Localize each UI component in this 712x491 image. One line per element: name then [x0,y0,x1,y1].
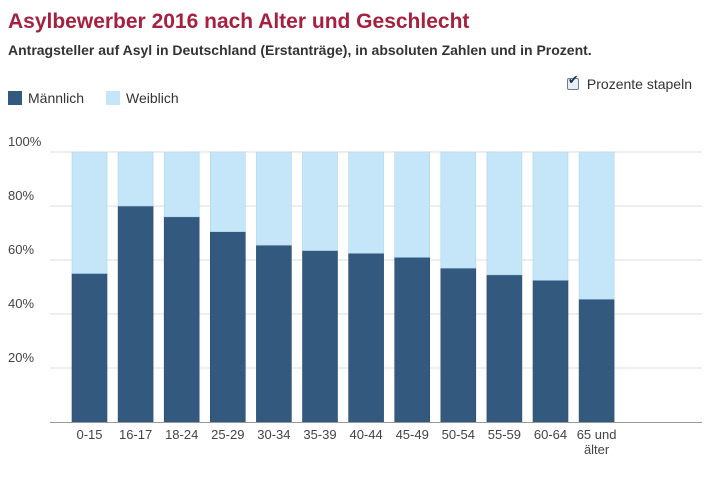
bar-weiblich [163,151,200,218]
bar-maennlich [440,267,477,423]
x-tick-label: 18-24 [165,427,198,442]
bar-weiblich [394,151,431,258]
bar-weiblich [532,151,569,281]
x-tick-label: 45-49 [396,427,429,442]
legend-label-maennlich: Männlich [28,90,85,106]
legend-label-weiblich: Weiblich [126,90,179,106]
x-tick-label: 40-44 [349,427,382,442]
bar-maennlich [486,274,523,423]
legend-swatch-maennlich [8,91,22,105]
legend-swatch-weiblich [106,91,121,105]
bar-maennlich [71,273,108,423]
bar-weiblich [256,151,292,246]
x-tick-label: 50-54 [442,427,475,442]
bar-maennlich [394,256,431,423]
bar-maennlich [302,250,338,423]
legend: Männlich Weiblich [8,90,179,106]
bar-maennlich [163,216,200,423]
stack-percent-toggle[interactable]: ✔ Prozente stapeln [566,74,692,92]
x-tick-label: 65 und älter [577,427,617,457]
legend-item-maennlich[interactable]: Männlich [8,90,84,106]
bar-maennlich [117,205,154,423]
bar-weiblich [440,151,477,269]
bar-weiblich [348,151,384,254]
bar-maennlich [210,231,246,423]
legend-item-weiblich[interactable]: Weiblich [106,90,179,106]
stack-percent-label: Prozente stapeln [586,76,692,92]
x-tick-label: 35-39 [303,427,336,442]
y-tick-label: 100% [8,134,42,149]
x-tick-label: 0-15 [76,427,102,442]
chart-subtitle: Antragsteller auf Asyl in Deutschland (E… [8,42,592,58]
y-tick-label: 40% [8,296,34,311]
y-tick-label: 80% [8,188,34,203]
y-tick-label: 20% [8,350,34,365]
bar-weiblich [117,151,154,207]
x-tick-label: 60-64 [534,427,567,442]
x-tick-label: 25-29 [211,427,244,442]
check-icon: ✔ [567,73,579,88]
x-tick-label: 55-59 [488,427,521,442]
y-tick-label: 60% [8,242,34,257]
bar-maennlich [532,279,569,423]
x-tick-label: 16-17 [119,427,152,442]
bar-weiblich [302,151,338,251]
chart-title: Asylbewerber 2016 nach Alter und Geschle… [8,10,470,33]
bar-weiblich [578,151,615,300]
bar-weiblich [486,151,523,276]
bar-maennlich [348,252,384,423]
bar-maennlich [256,244,292,423]
stack-percent-checkbox[interactable]: ✔ [566,74,579,90]
x-tick-label: 30-34 [257,427,290,442]
bar-maennlich [578,298,615,423]
bar-weiblich [210,151,246,232]
bar-weiblich [71,151,108,274]
